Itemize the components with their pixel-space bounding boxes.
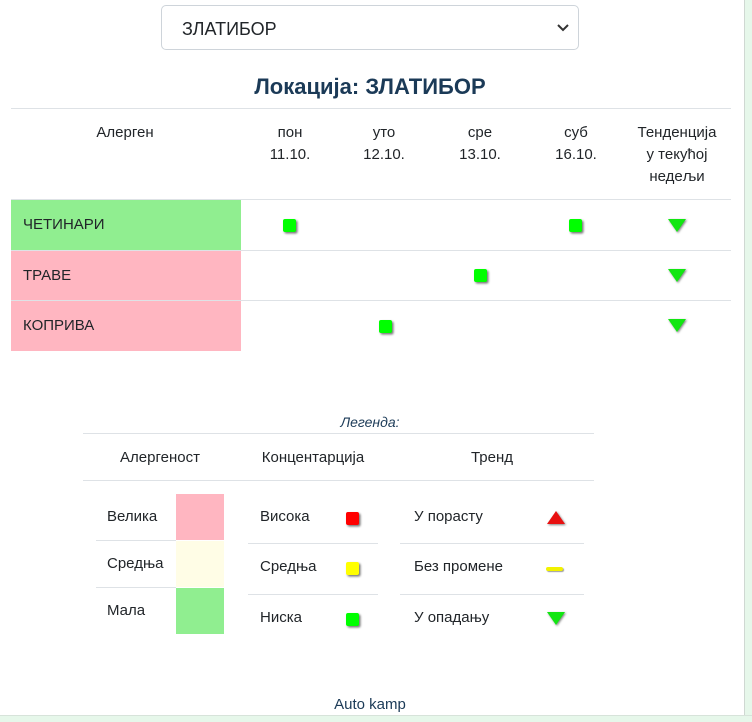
- legend-allergenicity-high-swatch: [176, 494, 224, 540]
- legend-row-divider: [248, 543, 378, 544]
- header-trend-line-1: Тенденција: [637, 124, 717, 141]
- header-day-3-date: 13.10.: [459, 146, 501, 163]
- legend-concentration-medium-label: Средња: [260, 558, 317, 575]
- concentration-low-marker: [569, 219, 582, 232]
- header-day-1: пон 11.10.: [250, 122, 330, 166]
- table-row-divider: [11, 250, 731, 251]
- header-day-4-date: 16.10.: [555, 146, 597, 163]
- legend-allergenicity-medium-swatch: [176, 541, 224, 587]
- legend-title: Легенда:: [340, 414, 400, 430]
- header-day-3: сре 13.10.: [440, 122, 520, 166]
- header-allergen: Алерген: [96, 124, 154, 141]
- header-day-2: уто 12.10.: [344, 122, 424, 166]
- header-day-1-name: пон: [277, 124, 303, 141]
- chevron-down-icon: [557, 24, 569, 32]
- triangle-up-icon: [547, 511, 565, 524]
- header-day-2-name: уто: [372, 124, 396, 141]
- legend-row-divider: [400, 594, 584, 595]
- legend-concentration-high-label: Висока: [260, 508, 310, 525]
- title-divider: [11, 108, 731, 109]
- concentration-medium-marker: [346, 562, 359, 575]
- header-trend-line-3: недељи: [649, 168, 705, 185]
- legend-trend-up-label: У порасту: [414, 508, 483, 525]
- legend-allergenicity-high-label: Велика: [107, 508, 158, 525]
- footer-link[interactable]: Auto kamp: [334, 696, 406, 713]
- window-right-edge: [744, 0, 752, 722]
- row-label-allergen-1: ЧЕТИНАРИ: [11, 200, 241, 250]
- legend-allergenicity-low-swatch: [176, 588, 224, 634]
- dash-icon: [546, 567, 563, 571]
- row-label-allergen-3: КОПРИВА: [11, 301, 241, 351]
- legend-row-divider: [400, 543, 584, 544]
- concentration-low-marker: [379, 320, 392, 333]
- legend-header-allergenicity: Алергеност: [120, 449, 200, 466]
- legend-header-concentration: Концентарција: [261, 449, 365, 466]
- legend-trend-down-label: У опадању: [414, 609, 490, 626]
- triangle-down-icon: [668, 319, 686, 332]
- legend-header-divider: [83, 480, 594, 481]
- concentration-low-marker: [346, 613, 359, 626]
- row-label-allergen-2: ТРАВЕ: [11, 251, 241, 301]
- legend-allergenicity-medium-label: Средња: [107, 555, 164, 572]
- triangle-down-icon: [547, 612, 565, 625]
- concentration-low-marker: [474, 269, 487, 282]
- legend-trend-none-label: Без промене: [414, 558, 503, 575]
- legend-top-divider: [83, 433, 594, 434]
- legend-row-divider: [248, 594, 378, 595]
- header-day-2-date: 12.10.: [363, 146, 405, 163]
- location-select-value: ЗЛАТИБОР: [182, 19, 277, 39]
- legend-row-divider: [96, 587, 176, 588]
- window-bottom-edge: [0, 715, 752, 722]
- concentration-low-marker: [283, 219, 296, 232]
- legend-allergenicity-low-label: Мала: [107, 602, 146, 619]
- header-day-4-name: суб: [564, 124, 588, 141]
- triangle-down-icon: [668, 219, 686, 232]
- location-select[interactable]: ЗЛАТИБОР: [161, 5, 579, 50]
- legend-concentration-low-label: Ниска: [260, 609, 302, 626]
- concentration-high-marker: [346, 512, 359, 525]
- triangle-down-icon: [668, 269, 686, 282]
- header-day-3-name: сре: [467, 124, 493, 141]
- header-day-1-date: 11.10.: [269, 146, 311, 163]
- table-row-divider: [11, 300, 731, 301]
- legend-row-divider: [96, 540, 176, 541]
- header-day-4: суб 16.10.: [536, 122, 616, 166]
- header-trend-line-2: у текућој: [646, 146, 708, 163]
- legend-header-trend: Тренд: [470, 449, 514, 466]
- table-header-divider: [11, 199, 731, 200]
- page-title: Локација: ЗЛАТИБОР: [254, 74, 486, 99]
- header-trend: Тенденција у текућој недељи: [626, 122, 728, 188]
